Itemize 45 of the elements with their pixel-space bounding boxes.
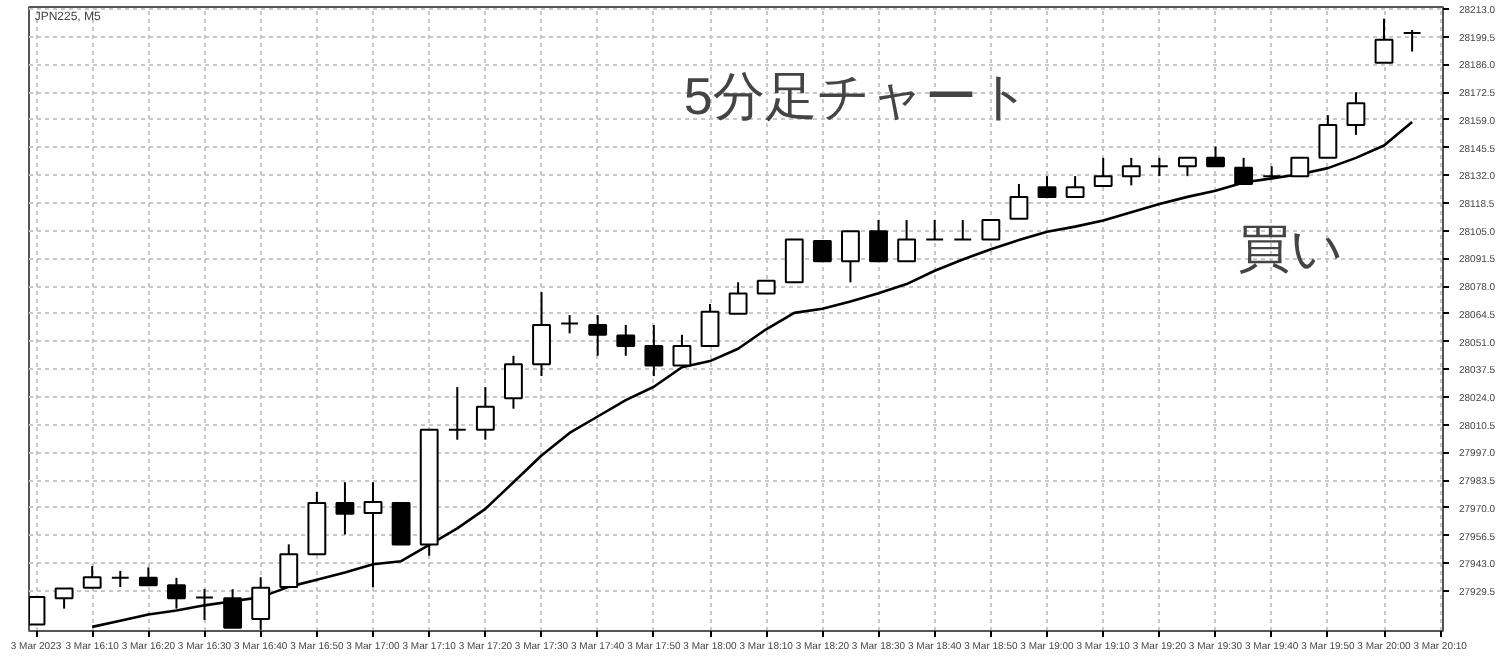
- candlestick: [447, 386, 467, 441]
- candlestick: [672, 333, 692, 367]
- candlestick: [841, 230, 860, 284]
- candlestick: [504, 354, 523, 410]
- candlestick: [1374, 17, 1394, 64]
- candlestick: [195, 588, 214, 621]
- candlestick: [1234, 156, 1254, 185]
- candlestick: [532, 291, 551, 378]
- candlestick: [728, 281, 748, 315]
- candlestick: [869, 219, 888, 263]
- candlestick: [391, 502, 411, 546]
- candlestick: [981, 219, 1001, 241]
- candlestick: [29, 595, 46, 626]
- candlestick: [1402, 28, 1422, 53]
- annotation: 買い: [1237, 218, 1344, 279]
- candlestick: [897, 219, 917, 263]
- candlestick: [1037, 175, 1057, 199]
- candlestick: [54, 587, 74, 610]
- candlestick: [1318, 114, 1338, 159]
- candlestick: [588, 314, 608, 357]
- candlestick: [1121, 156, 1141, 187]
- candlestick: [82, 565, 102, 589]
- candlestick: [925, 219, 945, 241]
- annotation: 5分足チャート: [683, 65, 1031, 126]
- candlestick: [616, 323, 636, 357]
- candlestick: [560, 314, 580, 335]
- candlestick: [167, 576, 186, 610]
- candlestick: [335, 481, 355, 536]
- candlestick: [644, 323, 664, 378]
- candlestick: [700, 303, 720, 347]
- candlestick: [812, 240, 832, 263]
- candlestick: [1009, 182, 1029, 220]
- candlestick: [1290, 156, 1310, 178]
- candlestick: [1065, 175, 1085, 199]
- candlestick: [1149, 156, 1169, 178]
- candlestick: [1206, 145, 1225, 168]
- candlestick: [1346, 91, 1366, 136]
- candlestick: [475, 386, 495, 441]
- candlestick: [279, 543, 299, 589]
- candlestick: [1093, 156, 1113, 187]
- candlestick: [1178, 156, 1197, 178]
- candlestick: [363, 481, 383, 589]
- candlestick: [784, 238, 804, 284]
- candlestick: [953, 219, 973, 241]
- candlestick: [1262, 165, 1282, 178]
